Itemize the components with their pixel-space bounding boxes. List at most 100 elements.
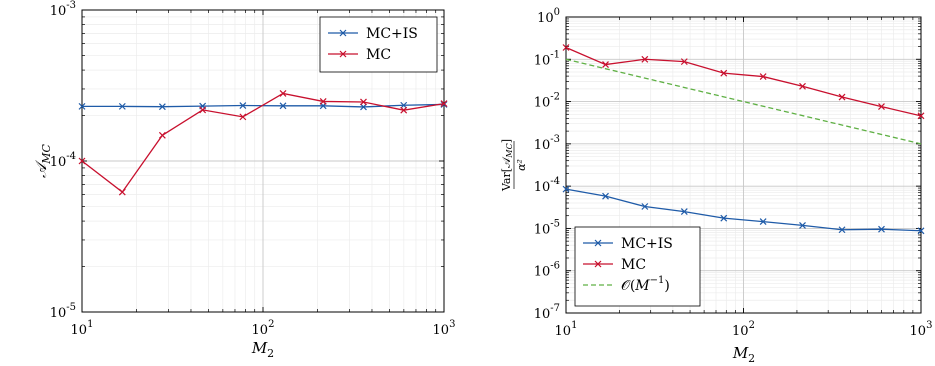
x-tick-label-exponent: 1 <box>87 319 93 330</box>
data-point-stroke-b <box>838 226 846 234</box>
data-point-stroke-b <box>239 102 247 109</box>
data-point-stroke-b <box>118 102 126 110</box>
legend-label-exponent: −1 <box>650 275 665 286</box>
data-point <box>118 102 126 110</box>
data-point <box>878 103 885 111</box>
data-point-stroke-b <box>279 102 287 110</box>
data-point <box>562 185 570 193</box>
data-point <box>917 112 925 120</box>
data-point <box>360 98 367 106</box>
data-point <box>720 214 728 222</box>
chart-left-series <box>78 90 448 196</box>
data-point-stroke-b <box>720 69 728 77</box>
y-tick-label-exponent: -3 <box>550 134 560 145</box>
data-point-stroke-b <box>78 157 86 165</box>
x-tick-label-exponent: 3 <box>926 320 932 331</box>
data-point <box>279 102 287 110</box>
data-point <box>759 218 767 226</box>
chart-left-xlabel: M2 <box>251 339 274 360</box>
y-tick-label: 100 <box>537 7 560 26</box>
series-line <box>565 46 922 117</box>
data-point-stroke-b <box>720 214 728 222</box>
data-point <box>118 188 126 196</box>
y-tick-label: 10-4 <box>50 151 76 170</box>
y-tick-label: 10-7 <box>534 303 560 322</box>
data-point-stroke-b <box>680 208 688 216</box>
chart-left-ylabel-sub: MC <box>40 143 53 164</box>
x-tick-label: 103 <box>910 320 933 339</box>
chart-left-legend-entries: MC+IS MC <box>328 26 418 63</box>
data-point <box>440 100 448 108</box>
data-point <box>158 103 166 111</box>
y-tick-label-exponent: -5 <box>66 302 76 313</box>
data-point <box>680 208 688 216</box>
series-line <box>565 58 922 145</box>
data-point <box>838 93 846 101</box>
data-point-stroke-b <box>158 103 166 111</box>
data-point-stroke-b <box>641 203 649 210</box>
y-tick-label-exponent: -3 <box>66 0 76 11</box>
x-tick-label-exponent: 3 <box>449 319 455 330</box>
data-point <box>602 192 609 200</box>
y-tick-label: 10-2 <box>534 92 560 111</box>
data-point-stroke-b <box>878 103 885 111</box>
data-point-stroke-b <box>562 44 570 51</box>
chart-right-ylabel-denominator: α² <box>515 159 528 171</box>
data-point <box>799 221 806 229</box>
y-tick-label: 10-5 <box>534 218 560 237</box>
data-point <box>319 98 327 105</box>
data-point-stroke-b <box>118 188 126 196</box>
y-tick-label-exponent: -7 <box>550 303 560 314</box>
legend-label: MC <box>621 257 646 273</box>
legend-marker-b <box>339 29 347 37</box>
data-point-stroke-b <box>279 90 287 97</box>
data-point <box>720 69 728 77</box>
x-tick-label-exponent: 2 <box>268 319 274 330</box>
data-point-stroke-b <box>878 225 885 233</box>
data-point-stroke-b <box>78 102 86 110</box>
data-point-stroke-b <box>838 93 846 101</box>
data-point-stroke-b <box>199 106 207 114</box>
chart-left-xlabel-sub: 2 <box>267 347 274 360</box>
data-point-stroke-b <box>759 218 767 226</box>
data-point <box>838 226 846 234</box>
legend-entry: MC <box>328 47 391 63</box>
chart-right-ylabel-num-close: ] <box>500 139 513 143</box>
data-point <box>602 61 609 68</box>
x-tick-label: 101 <box>555 320 578 339</box>
legend-marker-b <box>594 239 602 247</box>
y-tick-label: 10-5 <box>50 302 76 321</box>
data-point <box>78 102 86 110</box>
data-point-stroke-b <box>239 113 247 121</box>
data-point-stroke-b <box>562 185 570 193</box>
data-point-stroke-b <box>360 103 367 111</box>
legend-entry: MC <box>583 257 646 273</box>
legend-entry: MC+IS <box>583 236 673 252</box>
data-point <box>199 106 207 114</box>
data-point <box>641 55 649 63</box>
chart-right-ylabel-numerator: Var[𝒜MC] <box>500 139 514 192</box>
legend-entry: MC+IS <box>328 26 418 42</box>
y-tick-label-exponent: -2 <box>550 92 560 103</box>
chart-right-series <box>562 44 925 235</box>
data-point <box>562 44 570 51</box>
data-point <box>279 90 287 97</box>
legend-label: MC+IS <box>366 26 418 42</box>
legend-label: MC <box>366 47 391 63</box>
data-point-stroke-b <box>400 101 408 109</box>
data-point-stroke-b <box>400 106 408 114</box>
data-point <box>158 131 166 139</box>
x-tick-label-exponent: 1 <box>571 320 577 331</box>
data-point-stroke-b <box>158 131 166 139</box>
data-point-stroke-b <box>440 100 448 108</box>
data-point-stroke-b <box>799 221 806 229</box>
data-point-stroke-b <box>917 227 925 235</box>
legend-marker-b <box>339 50 347 58</box>
data-point <box>400 106 408 114</box>
legend-marker-b <box>594 260 602 268</box>
chart-left-ylabel: 𝒜MC <box>32 143 53 177</box>
data-point-stroke-b <box>917 112 925 120</box>
x-tick-label: 103 <box>433 319 456 338</box>
